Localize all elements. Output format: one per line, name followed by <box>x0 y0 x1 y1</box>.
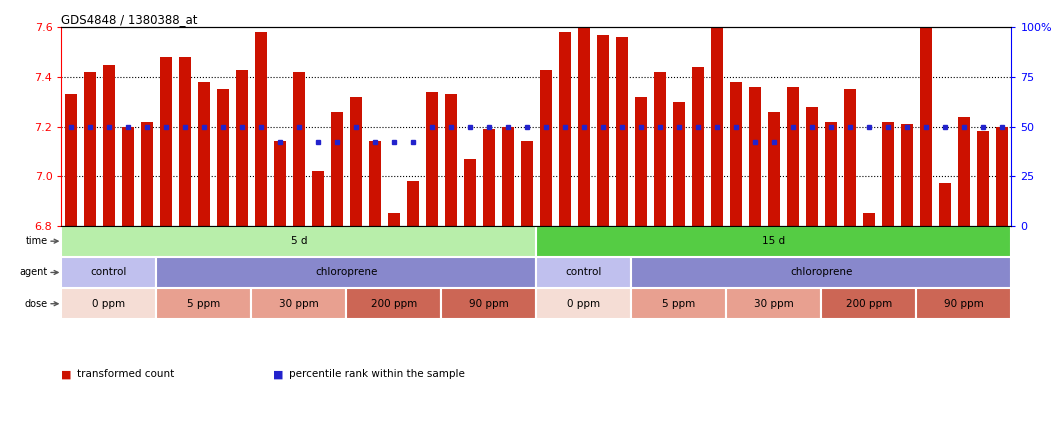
Bar <box>631 257 1011 288</box>
Bar <box>768 112 780 225</box>
Bar <box>157 257 536 288</box>
Text: chloroprene: chloroprene <box>790 267 852 277</box>
Bar <box>536 225 1011 257</box>
Text: time: time <box>26 236 48 246</box>
Text: 200 ppm: 200 ppm <box>846 299 892 309</box>
Bar <box>596 35 609 225</box>
Bar <box>103 65 115 225</box>
Text: control: control <box>91 267 127 277</box>
Text: transformed count: transformed count <box>77 369 175 379</box>
Text: 0 ppm: 0 ppm <box>92 299 125 309</box>
Bar <box>502 126 514 225</box>
Bar <box>122 126 134 225</box>
Bar <box>976 132 989 225</box>
Text: 90 ppm: 90 ppm <box>944 299 984 309</box>
Bar <box>236 69 248 225</box>
Text: dose: dose <box>25 299 48 309</box>
Bar <box>730 82 742 225</box>
Bar <box>179 57 191 225</box>
Bar <box>65 94 77 225</box>
Bar <box>292 72 305 225</box>
Bar <box>157 288 251 319</box>
Text: 5 ppm: 5 ppm <box>662 299 696 309</box>
Bar <box>483 129 495 225</box>
Bar <box>84 72 96 225</box>
Bar <box>388 213 400 225</box>
Bar <box>445 94 457 225</box>
Bar <box>311 171 324 225</box>
Bar <box>346 288 442 319</box>
Bar <box>61 288 157 319</box>
Bar <box>578 27 590 225</box>
Bar <box>536 288 631 319</box>
Bar <box>160 57 173 225</box>
Text: 15 d: 15 d <box>762 236 786 246</box>
Text: agent: agent <box>20 267 48 277</box>
Text: 5 ppm: 5 ppm <box>187 299 220 309</box>
Bar <box>844 89 856 225</box>
Bar <box>61 257 157 288</box>
Bar <box>938 184 951 225</box>
Bar <box>919 0 932 225</box>
Bar <box>631 288 726 319</box>
Text: 0 ppm: 0 ppm <box>568 299 600 309</box>
Bar <box>540 69 552 225</box>
Bar <box>141 121 154 225</box>
Text: percentile rank within the sample: percentile rank within the sample <box>289 369 465 379</box>
Text: ■: ■ <box>61 369 72 379</box>
Bar <box>825 121 837 225</box>
Bar <box>255 33 267 225</box>
Bar <box>464 159 477 225</box>
Bar <box>634 97 647 225</box>
Bar <box>251 288 346 319</box>
Text: ■: ■ <box>273 369 284 379</box>
Text: control: control <box>566 267 603 277</box>
Bar <box>916 288 1011 319</box>
Bar <box>957 117 970 225</box>
Bar <box>806 107 818 225</box>
Bar <box>900 124 913 225</box>
Text: chloroprene: chloroprene <box>316 267 378 277</box>
Bar <box>426 92 438 225</box>
Bar <box>407 181 419 225</box>
Bar <box>369 141 381 225</box>
Text: 90 ppm: 90 ppm <box>469 299 508 309</box>
Bar <box>536 257 631 288</box>
Bar <box>442 288 536 319</box>
Bar <box>672 102 685 225</box>
Text: 30 ppm: 30 ppm <box>754 299 794 309</box>
Bar <box>882 121 894 225</box>
Bar <box>726 288 822 319</box>
Bar <box>330 112 343 225</box>
Bar <box>273 141 286 225</box>
Bar <box>217 89 229 225</box>
Bar <box>787 87 800 225</box>
Bar <box>995 126 1008 225</box>
Bar <box>863 213 875 225</box>
Bar <box>349 97 362 225</box>
Text: 30 ppm: 30 ppm <box>279 299 319 309</box>
Text: GDS4848 / 1380388_at: GDS4848 / 1380388_at <box>61 14 198 26</box>
Bar <box>198 82 210 225</box>
Bar <box>615 37 628 225</box>
Bar <box>61 225 536 257</box>
Bar <box>749 87 761 225</box>
Text: 200 ppm: 200 ppm <box>371 299 417 309</box>
Bar <box>559 33 571 225</box>
Bar <box>822 288 916 319</box>
Bar <box>521 141 533 225</box>
Bar <box>653 72 666 225</box>
Bar <box>692 67 704 225</box>
Bar <box>711 27 723 225</box>
Text: 5 d: 5 d <box>290 236 307 246</box>
